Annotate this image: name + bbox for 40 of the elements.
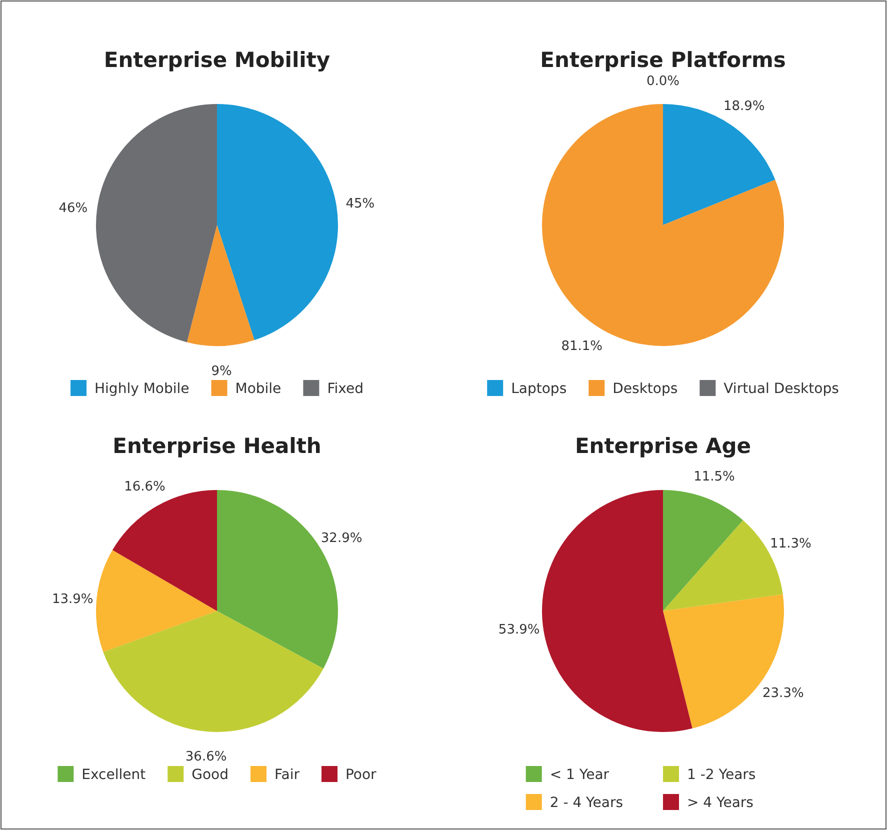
legend-label: > 4 Years xyxy=(687,795,754,811)
data-label: 9% xyxy=(211,364,232,379)
legend-label: Excellent xyxy=(82,767,146,783)
pie-slice xyxy=(96,550,217,652)
legend-label: Poor xyxy=(345,767,377,783)
chart-title: Enterprise Mobility xyxy=(104,48,330,72)
data-label: 11.3% xyxy=(770,536,812,552)
data-label: 18.9% xyxy=(723,98,765,114)
legend-label: 2 - 4 Years xyxy=(550,795,623,811)
legend-label: Good xyxy=(192,767,228,783)
pie-slice xyxy=(103,611,324,732)
pie-slice xyxy=(186,225,254,346)
legend-label: Fixed xyxy=(327,381,364,397)
data-label: 23.3% xyxy=(762,686,804,702)
chart-title: Enterprise Age xyxy=(574,434,752,458)
legend-label: 1 -2 Years xyxy=(687,767,756,783)
data-label: 13.9% xyxy=(52,592,94,607)
legend-label: Virtual Desktops xyxy=(724,381,839,397)
legend-label: Mobile xyxy=(235,381,282,397)
legend-label: Fair xyxy=(274,767,300,783)
data-label: 53.9% xyxy=(498,622,540,638)
data-label: 46% xyxy=(58,200,88,216)
data-label: 45% xyxy=(346,196,375,212)
pie-slice xyxy=(217,104,338,340)
legend-label: Laptops xyxy=(511,381,567,397)
data-label: 81.1% xyxy=(561,339,603,354)
data-label: 36.6% xyxy=(185,750,227,765)
pie-slice xyxy=(96,104,217,342)
legend-label: Desktops xyxy=(612,381,678,397)
pie-slice xyxy=(112,490,217,611)
data-label: 16.6% xyxy=(124,479,166,494)
chart-title: Enterprise Platforms xyxy=(540,48,786,72)
legend-label: Highly Mobile xyxy=(94,381,190,397)
data-label: 11.5% xyxy=(694,469,735,484)
data-label: 32.9% xyxy=(320,530,362,546)
text: 0.0% xyxy=(646,74,680,89)
legend-label: < 1 Year xyxy=(550,767,610,783)
pie-slice xyxy=(663,490,744,611)
pie-slice xyxy=(542,490,692,732)
chart-title: Enterprise Health xyxy=(112,434,322,458)
